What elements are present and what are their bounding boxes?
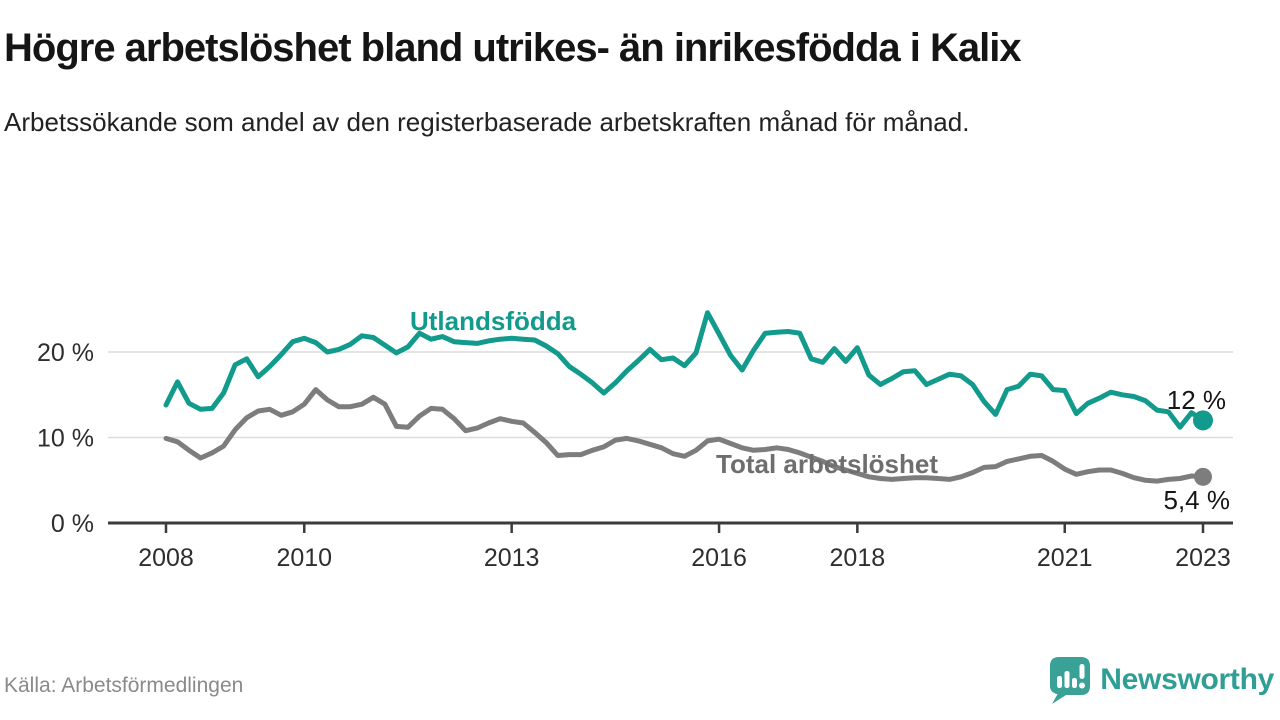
series-line-total-arbetsloshet — [163, 387, 1206, 484]
y-axis-label-20: 20 % — [37, 339, 94, 367]
y-axis-label-0: 0 % — [51, 510, 94, 538]
end-value-label-total-arbetsloshet: 5,4 % — [1164, 485, 1231, 515]
y-axis-label-10: 10 % — [37, 425, 94, 453]
y-axis-labels: 0 % 10 % 20 % — [37, 339, 94, 538]
page-subtitle: Arbetssökande som andel av den registerb… — [4, 107, 970, 137]
end-dot-utlandsfodda — [1192, 410, 1213, 431]
x-axis-tick-label-2023: 2023 — [1175, 544, 1231, 572]
x-axis-tick-label-2013: 2013 — [484, 544, 540, 572]
series-label-total-arbetsloshet: Total arbetslöshet — [716, 449, 938, 479]
newsworthy-logo: Newsworthy — [1049, 656, 1274, 704]
x-axis-tick-label-2008: 2008 — [138, 544, 194, 572]
end-value-label-utlandsfodda: 12 % — [1167, 385, 1226, 415]
source-credit: Källa: Arbetsförmedlingen — [4, 674, 244, 697]
end-dot-total-arbetsloshet — [1193, 467, 1212, 486]
x-axis-tick-label-2010: 2010 — [276, 544, 332, 572]
series-paths — [163, 310, 1213, 486]
series-label-utlandsfodda: Utlandsfödda — [410, 306, 577, 336]
x-axis-tick-label-2016: 2016 — [691, 544, 747, 572]
page-title: Högre arbetslöshet bland utrikes- än inr… — [4, 26, 1022, 70]
brand-name: Newsworthy — [1100, 663, 1274, 696]
series-line-utlandsfodda — [163, 310, 1206, 430]
line-chart: 2008 2010 2013 2016 2018 2021 2023 0 % 10 % 20… — [37, 306, 1233, 572]
gridlines — [108, 351, 1233, 439]
newsworthy-speech-bubble-icon — [1050, 657, 1091, 704]
x-axis-tick-label-2021: 2021 — [1037, 544, 1093, 572]
x-axis-tick-label-2018: 2018 — [830, 544, 886, 572]
x-axis-ticks-and-labels: 2008 2010 2013 2016 2018 2021 2023 — [138, 523, 1231, 572]
